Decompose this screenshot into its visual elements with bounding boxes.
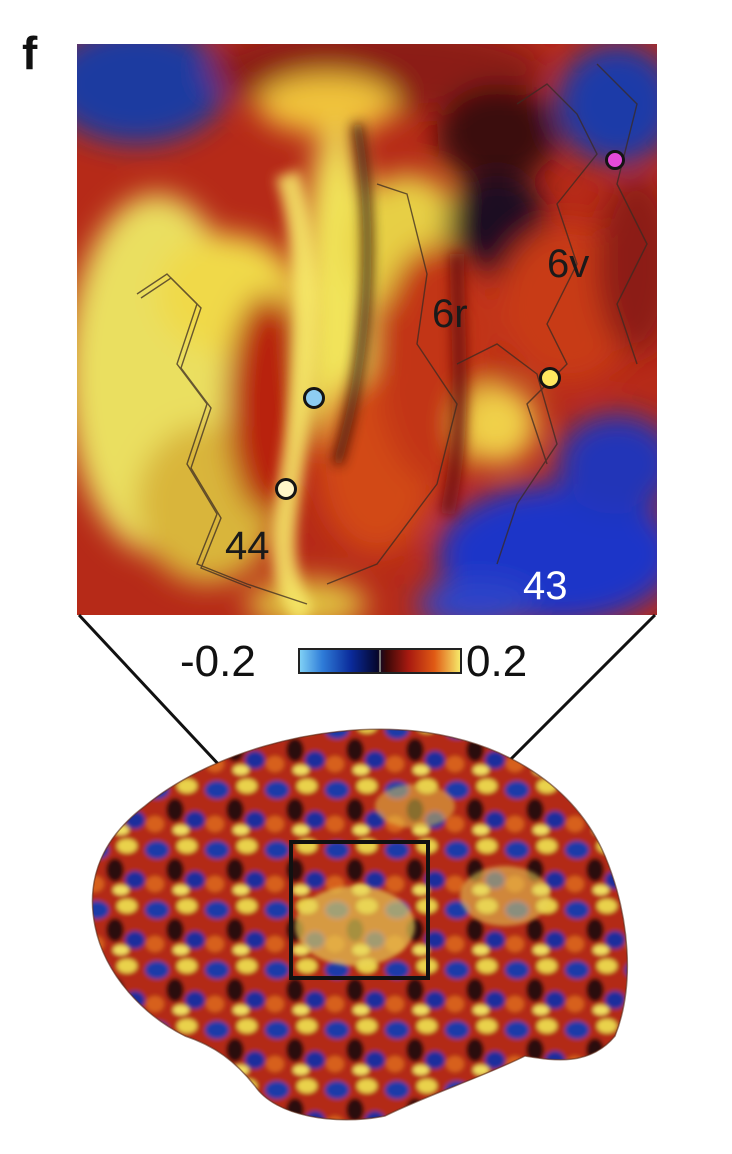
colorbar-center-tick: [379, 650, 381, 672]
panel-label: f: [22, 27, 38, 79]
region-label-6r: 6r: [432, 292, 468, 336]
region-label-43: 43: [523, 564, 568, 608]
colorbar-gradient: [298, 648, 462, 674]
colorbar: -0.2 0.2: [180, 640, 580, 690]
whole-brain-surface: [91, 728, 629, 1121]
magenta-marker-dot: [605, 150, 625, 170]
zoom-inset-image: 6v 6r 44 43: [77, 44, 657, 615]
cortical-surface-map: [77, 44, 657, 615]
colorbar-min-label: -0.2: [180, 637, 256, 686]
colorbar-max-label: 0.2: [466, 637, 528, 686]
light-blue-marker-dot: [303, 387, 325, 409]
pale-marker-dot: [275, 478, 297, 500]
yellow-marker-dot: [539, 367, 561, 389]
region-label-44: 44: [225, 524, 270, 568]
zoom-region-box: [289, 840, 430, 980]
region-label-6v: 6v: [547, 242, 590, 286]
